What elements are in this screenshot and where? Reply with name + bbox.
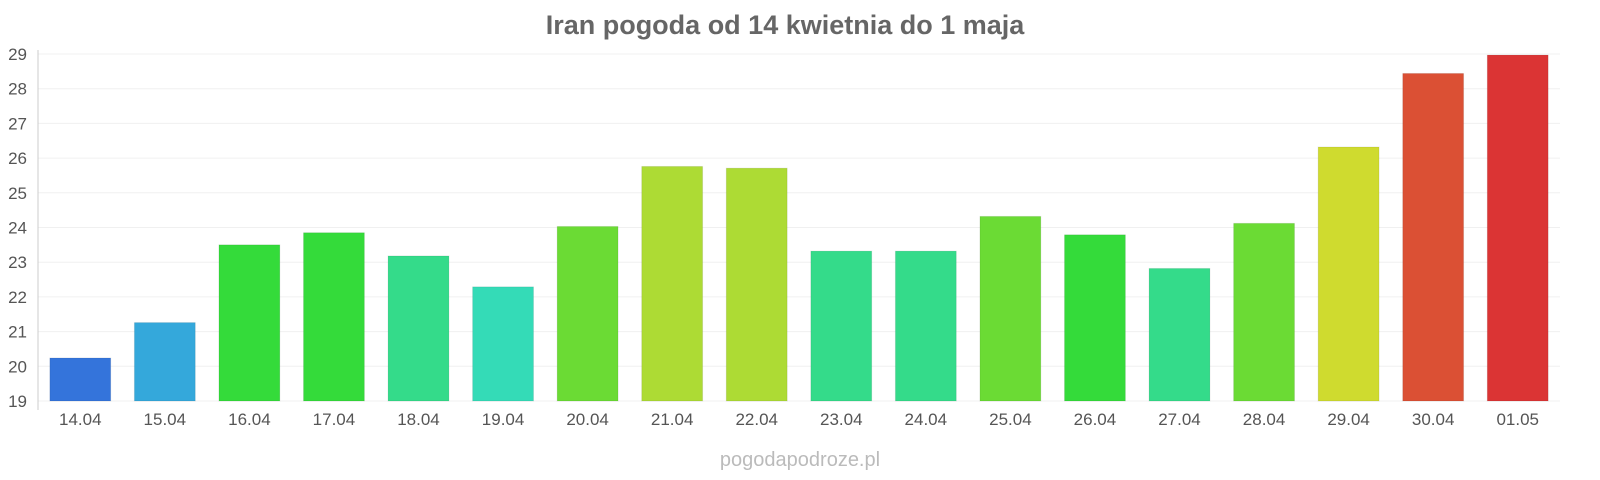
- x-tick-label: 22.04: [735, 410, 778, 429]
- bar-27.04: [1148, 267, 1211, 402]
- y-tick-label: 21: [8, 323, 27, 342]
- bar-25.04: [979, 215, 1042, 402]
- x-tick-label: 19.04: [482, 410, 525, 429]
- bar-26.04: [1064, 234, 1126, 402]
- x-tick-label: 30.04: [1412, 410, 1455, 429]
- x-tick-label: 20.04: [566, 410, 609, 429]
- x-tick-label: 29.04: [1327, 410, 1370, 429]
- credit-text: pogodapodroze.pl: [720, 449, 880, 471]
- bar-01.05: [1486, 54, 1549, 402]
- y-tick-label: 28: [8, 80, 27, 99]
- bar-24.04: [894, 250, 957, 402]
- bar-14.04: [49, 357, 112, 402]
- y-tick-label: 20: [8, 357, 27, 376]
- x-tick-label: 18.04: [397, 410, 440, 429]
- bar-21.04: [641, 165, 704, 402]
- x-tick-label: 23.04: [820, 410, 863, 429]
- y-tick-label: 24: [8, 219, 27, 238]
- bar-23.04: [810, 250, 873, 402]
- x-tick-label: 17.04: [313, 410, 356, 429]
- x-tick-label: 14.04: [59, 410, 102, 429]
- bar-16.04: [218, 244, 281, 402]
- y-tick-label: 19: [8, 392, 27, 411]
- x-tick-label: 15.04: [144, 410, 187, 429]
- x-tick-label: 28.04: [1243, 410, 1286, 429]
- y-tick-label: 26: [8, 149, 27, 168]
- bar-28.04: [1233, 222, 1295, 402]
- x-tick-label: 27.04: [1158, 410, 1201, 429]
- bar-29.04: [1317, 146, 1380, 402]
- y-tick-label: 27: [8, 114, 27, 133]
- x-tick-label: 01.05: [1496, 410, 1539, 429]
- bar-15.04: [133, 322, 196, 402]
- x-tick-label: 16.04: [228, 410, 271, 429]
- bar-22.04: [725, 167, 788, 402]
- y-tick-label: 23: [8, 253, 27, 272]
- y-tick-label: 29: [8, 45, 27, 64]
- y-tick-label: 25: [8, 184, 27, 203]
- x-tick-label: 21.04: [651, 410, 694, 429]
- bar-20.04: [556, 225, 619, 402]
- x-tick-label: 26.04: [1074, 410, 1117, 429]
- bar-19.04: [472, 286, 534, 402]
- bar-18.04: [387, 255, 450, 402]
- chart-title: Iran pogoda od 14 kwietnia do 1 maja: [546, 10, 1026, 40]
- x-tick-label: 24.04: [905, 410, 948, 429]
- y-tick-label: 22: [8, 288, 27, 307]
- bar-30.04: [1402, 72, 1465, 402]
- bar-17.04: [303, 232, 365, 402]
- x-tick-label: 25.04: [989, 410, 1032, 429]
